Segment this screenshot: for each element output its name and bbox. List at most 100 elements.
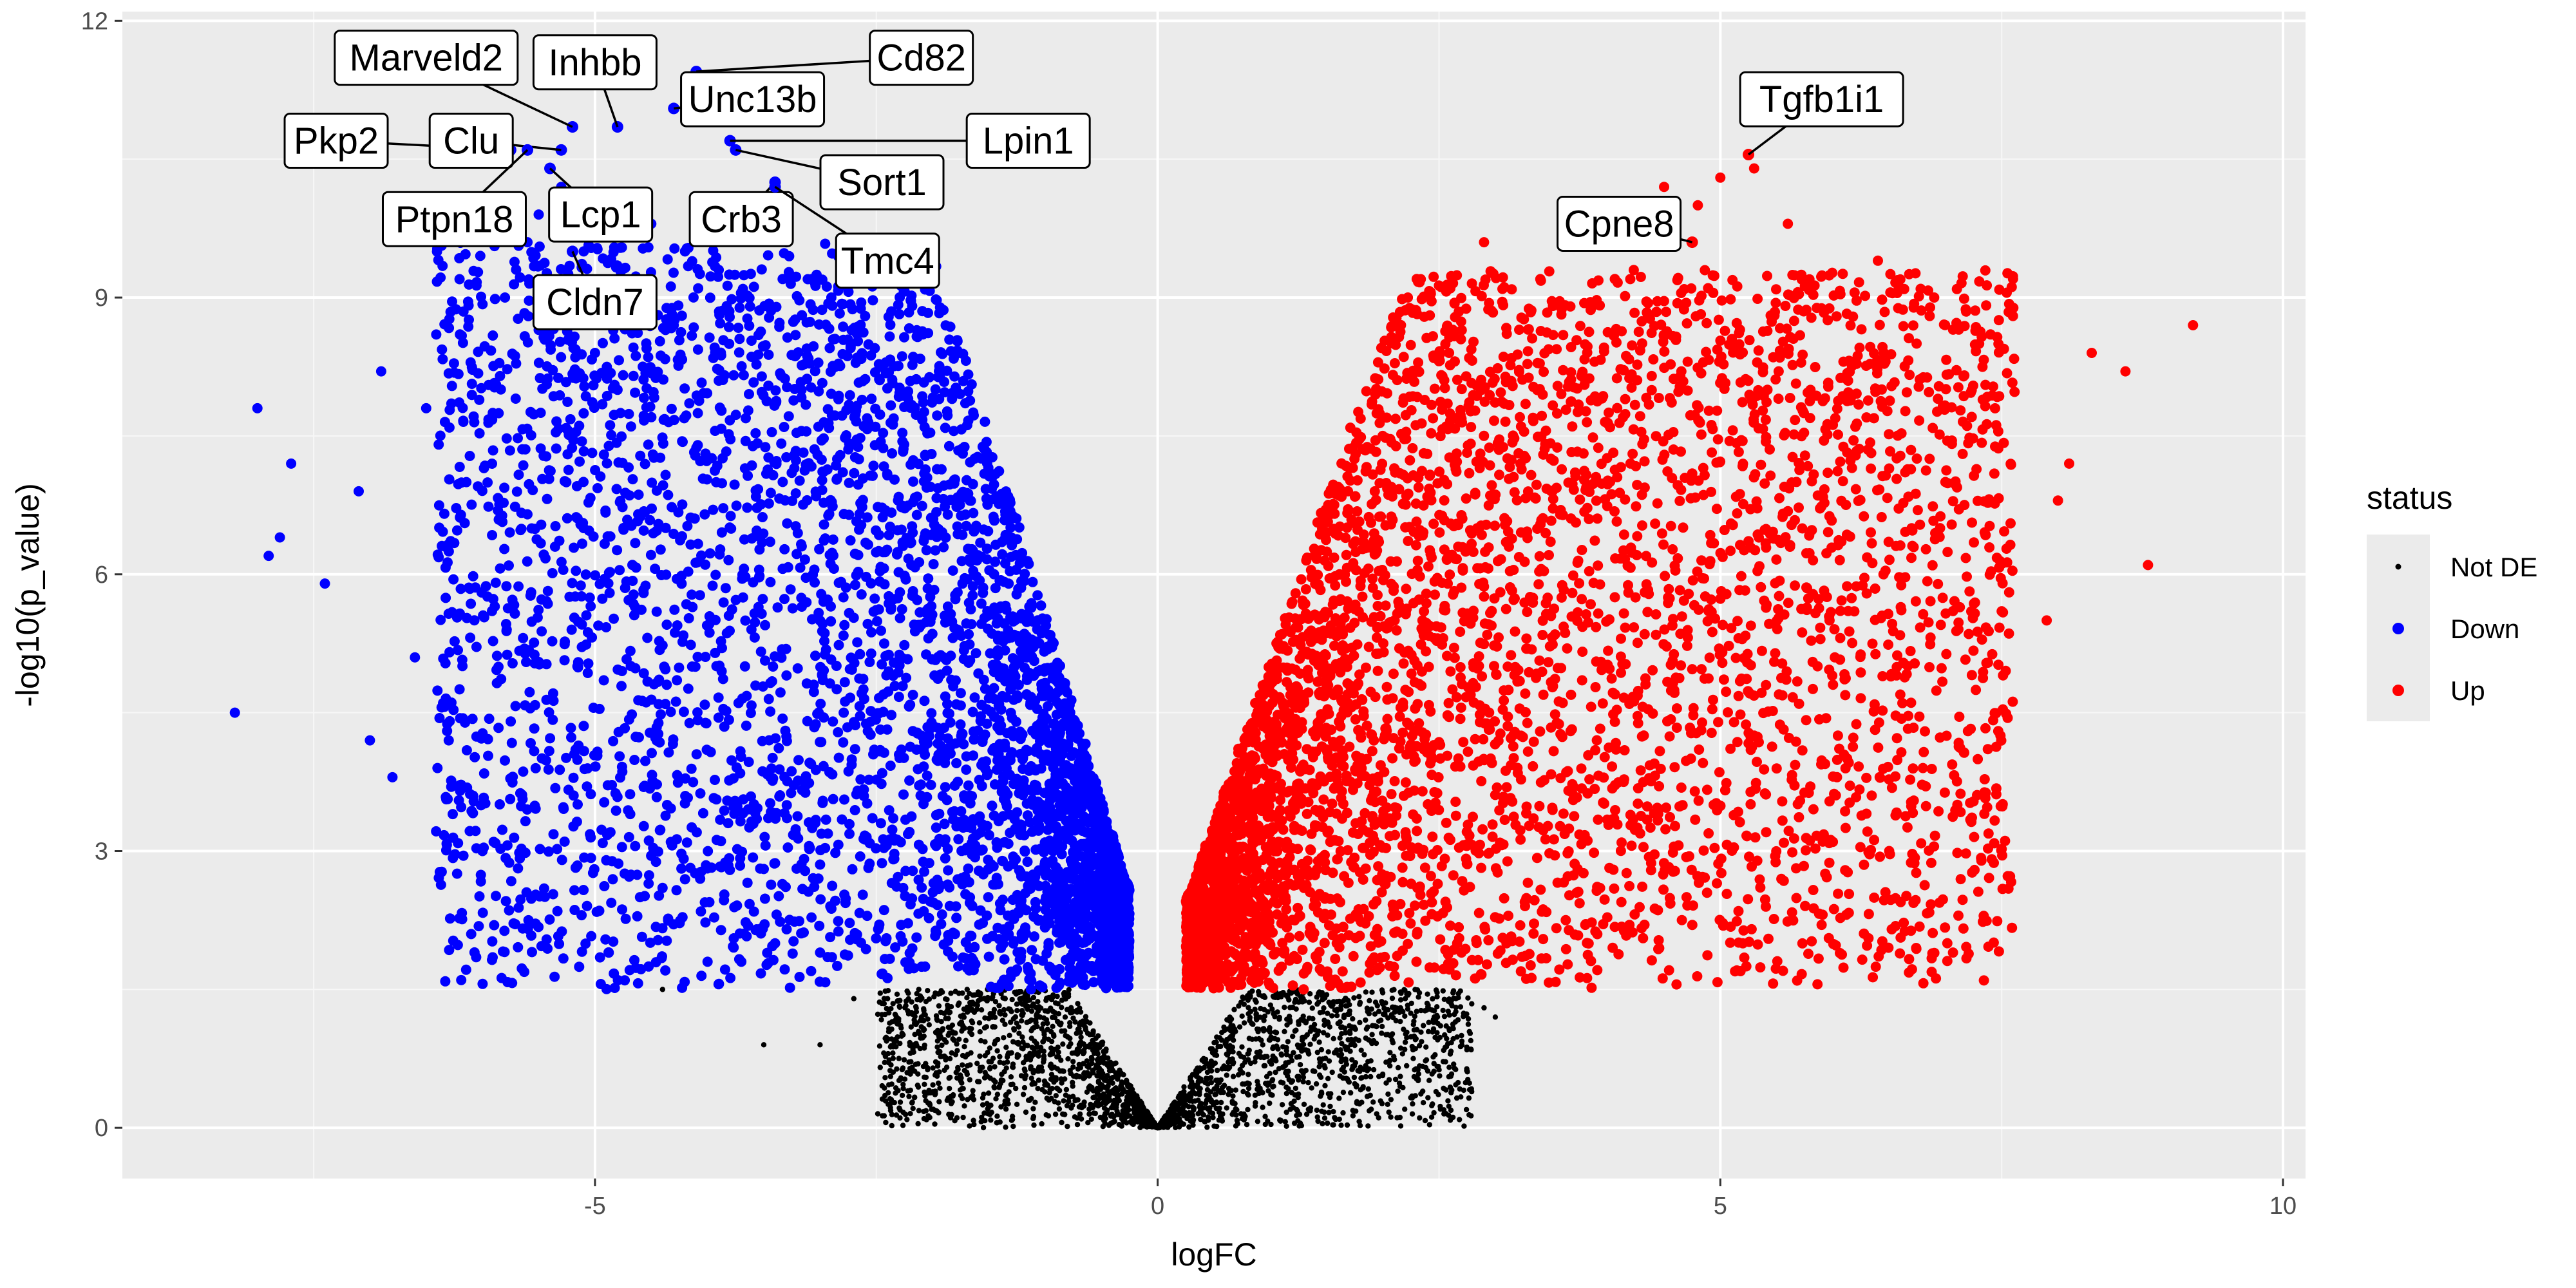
point-down	[849, 580, 860, 591]
point-down	[488, 445, 498, 456]
point-not-de	[1425, 1028, 1432, 1035]
point-down	[592, 483, 603, 493]
point-not-de	[1325, 1049, 1331, 1055]
point-down	[773, 891, 784, 902]
point-down	[573, 799, 583, 810]
point-not-de	[1057, 1068, 1063, 1074]
point-not-de	[1027, 1050, 1033, 1057]
point-down	[571, 565, 582, 576]
point-not-de	[1303, 1068, 1309, 1074]
point-not-de	[1060, 1041, 1066, 1047]
point-not-de	[963, 1037, 969, 1043]
point-not-de	[1100, 1124, 1106, 1130]
point-not-de	[1469, 1001, 1475, 1007]
point-not-de	[1400, 1009, 1406, 1015]
point-not-de	[1091, 1110, 1097, 1116]
point-not-de	[1053, 1000, 1059, 1006]
point-down	[692, 344, 703, 355]
point-not-de	[1368, 1074, 1374, 1080]
point-not-de	[1048, 1076, 1054, 1083]
point-not-de	[1312, 1027, 1318, 1033]
point-not-de	[1253, 999, 1259, 1005]
point-not-de	[1056, 1049, 1061, 1056]
point-not-de	[1300, 996, 1306, 1001]
point-not-de	[1280, 990, 1286, 996]
point-not-de	[1210, 1115, 1216, 1121]
point-not-de	[899, 1092, 905, 1099]
point-not-de	[1054, 1085, 1060, 1092]
point-down	[469, 947, 480, 958]
point-not-de	[1326, 1110, 1332, 1115]
point-not-de	[971, 1121, 977, 1128]
point-down	[490, 577, 501, 588]
point-down	[916, 882, 927, 893]
point-down	[576, 641, 587, 652]
point-not-de	[1412, 987, 1418, 992]
point-not-de	[1083, 1044, 1088, 1050]
point-down	[566, 624, 577, 635]
point-not-de	[943, 1039, 949, 1045]
point-not-de	[979, 1114, 985, 1121]
point-not-de	[1068, 1010, 1074, 1016]
point-not-de	[1327, 1103, 1333, 1110]
point-not-de	[1130, 1121, 1135, 1126]
point-not-de	[1008, 1019, 1014, 1025]
point-down	[761, 395, 772, 406]
point-not-de	[1245, 1106, 1251, 1113]
point-down	[606, 430, 617, 440]
point-down	[658, 480, 668, 491]
point-down	[642, 632, 653, 643]
point-not-de	[1030, 1001, 1036, 1007]
point-down	[779, 248, 790, 259]
point-not-de	[943, 1057, 949, 1063]
point-not-de	[971, 1117, 976, 1123]
point-not-de	[1422, 1117, 1428, 1124]
point-not-de	[894, 1066, 900, 1072]
point-not-de	[1344, 1122, 1350, 1128]
point-down	[676, 863, 687, 874]
point-down	[550, 782, 561, 793]
point-down	[813, 421, 824, 432]
point-not-de	[1263, 1081, 1269, 1086]
point-down	[839, 677, 850, 688]
point-not-de	[1321, 1005, 1327, 1011]
point-not-de	[996, 1003, 1002, 1009]
point-not-de	[1221, 1083, 1227, 1088]
point-down	[710, 775, 720, 785]
point-not-de	[1363, 1026, 1370, 1032]
point-not-de	[1239, 1013, 1245, 1019]
point-not-de	[934, 1044, 940, 1050]
point-down	[536, 626, 547, 637]
point-not-de	[1094, 1099, 1101, 1106]
point-not-de	[1113, 1060, 1119, 1066]
point-not-de	[1025, 998, 1031, 1003]
point-down	[999, 954, 1010, 965]
point-not-de	[1211, 1086, 1217, 1092]
point-not-de	[886, 1090, 891, 1096]
point-not-de	[1262, 1063, 1268, 1069]
point-down	[565, 414, 576, 424]
point-not-de	[1290, 1034, 1296, 1039]
point-not-de	[1052, 1099, 1057, 1104]
point-not-de	[1240, 994, 1245, 1000]
point-down	[809, 564, 820, 575]
point-not-de	[1433, 1018, 1439, 1025]
point-not-de	[1081, 1075, 1086, 1081]
point-not-de	[1338, 1006, 1344, 1012]
point-not-de	[1288, 990, 1294, 996]
point-not-de	[916, 1108, 922, 1113]
point-down	[559, 655, 570, 666]
point-not-de	[1441, 1014, 1448, 1019]
point-not-de	[1013, 1085, 1019, 1092]
point-not-de	[1077, 1111, 1083, 1117]
point-not-de	[1009, 1117, 1016, 1122]
point-down	[980, 729, 990, 740]
point-not-de	[1292, 999, 1298, 1005]
point-not-de	[1062, 1014, 1068, 1020]
point-not-de	[937, 1085, 943, 1091]
point-not-de	[1343, 1046, 1349, 1053]
point-not-de	[1441, 1111, 1447, 1117]
point-not-de	[960, 1114, 966, 1121]
point-down	[554, 764, 565, 775]
point-down	[820, 814, 831, 825]
